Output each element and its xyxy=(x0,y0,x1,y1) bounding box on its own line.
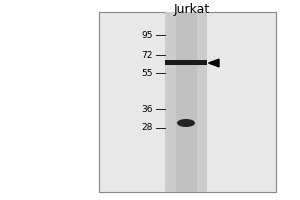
Ellipse shape xyxy=(177,119,195,127)
Text: 36: 36 xyxy=(142,105,153,114)
Text: 28: 28 xyxy=(142,123,153,132)
Bar xyxy=(165,60,207,65)
Text: Jurkat: Jurkat xyxy=(174,3,210,17)
Polygon shape xyxy=(208,59,219,67)
Bar xyxy=(176,12,197,192)
Text: 55: 55 xyxy=(142,68,153,77)
Bar xyxy=(99,12,276,192)
Text: 72: 72 xyxy=(142,50,153,60)
Text: 95: 95 xyxy=(142,30,153,40)
Bar xyxy=(165,12,207,192)
